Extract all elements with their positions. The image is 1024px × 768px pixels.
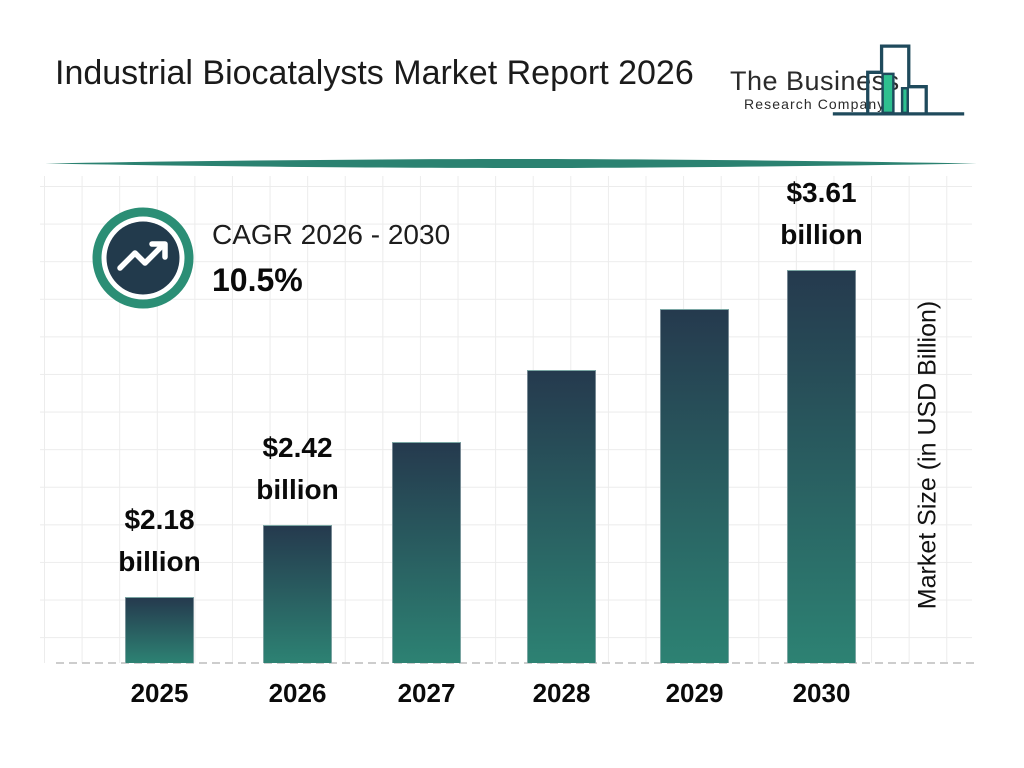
logo-skyline-icon	[832, 44, 965, 116]
title-divider	[45, 159, 977, 168]
bar-2027	[392, 442, 461, 663]
logo-text-line2: Research Company	[744, 96, 886, 112]
chart-baseline	[56, 662, 974, 664]
bar-2029	[660, 309, 729, 663]
trending-up-icon	[92, 207, 194, 309]
x-tick-2029: 2029	[665, 678, 724, 708]
value-label-2025: $2.18 billion	[118, 504, 201, 577]
bar-2025	[125, 597, 194, 663]
x-tick-2028: 2028	[532, 678, 591, 708]
y-axis-label: Market Size (in USD Billion)	[913, 300, 942, 610]
bar-2026	[263, 525, 332, 663]
bar-2030	[787, 270, 856, 663]
x-tick-2025: 2025	[130, 678, 189, 708]
x-tick-2027: 2027	[397, 678, 456, 708]
company-logo: The Business Research Company	[725, 38, 995, 128]
x-tick-2030: 2030	[792, 678, 851, 708]
cagr-value: 10.5%	[212, 262, 303, 298]
bar-2028	[527, 370, 596, 663]
page-title: Industrial Biocatalysts Market Report 20…	[55, 54, 694, 92]
value-label-2026: $2.42 billion	[256, 432, 339, 505]
x-tick-2026: 2026	[268, 678, 327, 708]
value-label-2030: $3.61 billion	[780, 177, 863, 250]
cagr-range-label: CAGR 2026 - 2030	[212, 219, 451, 250]
